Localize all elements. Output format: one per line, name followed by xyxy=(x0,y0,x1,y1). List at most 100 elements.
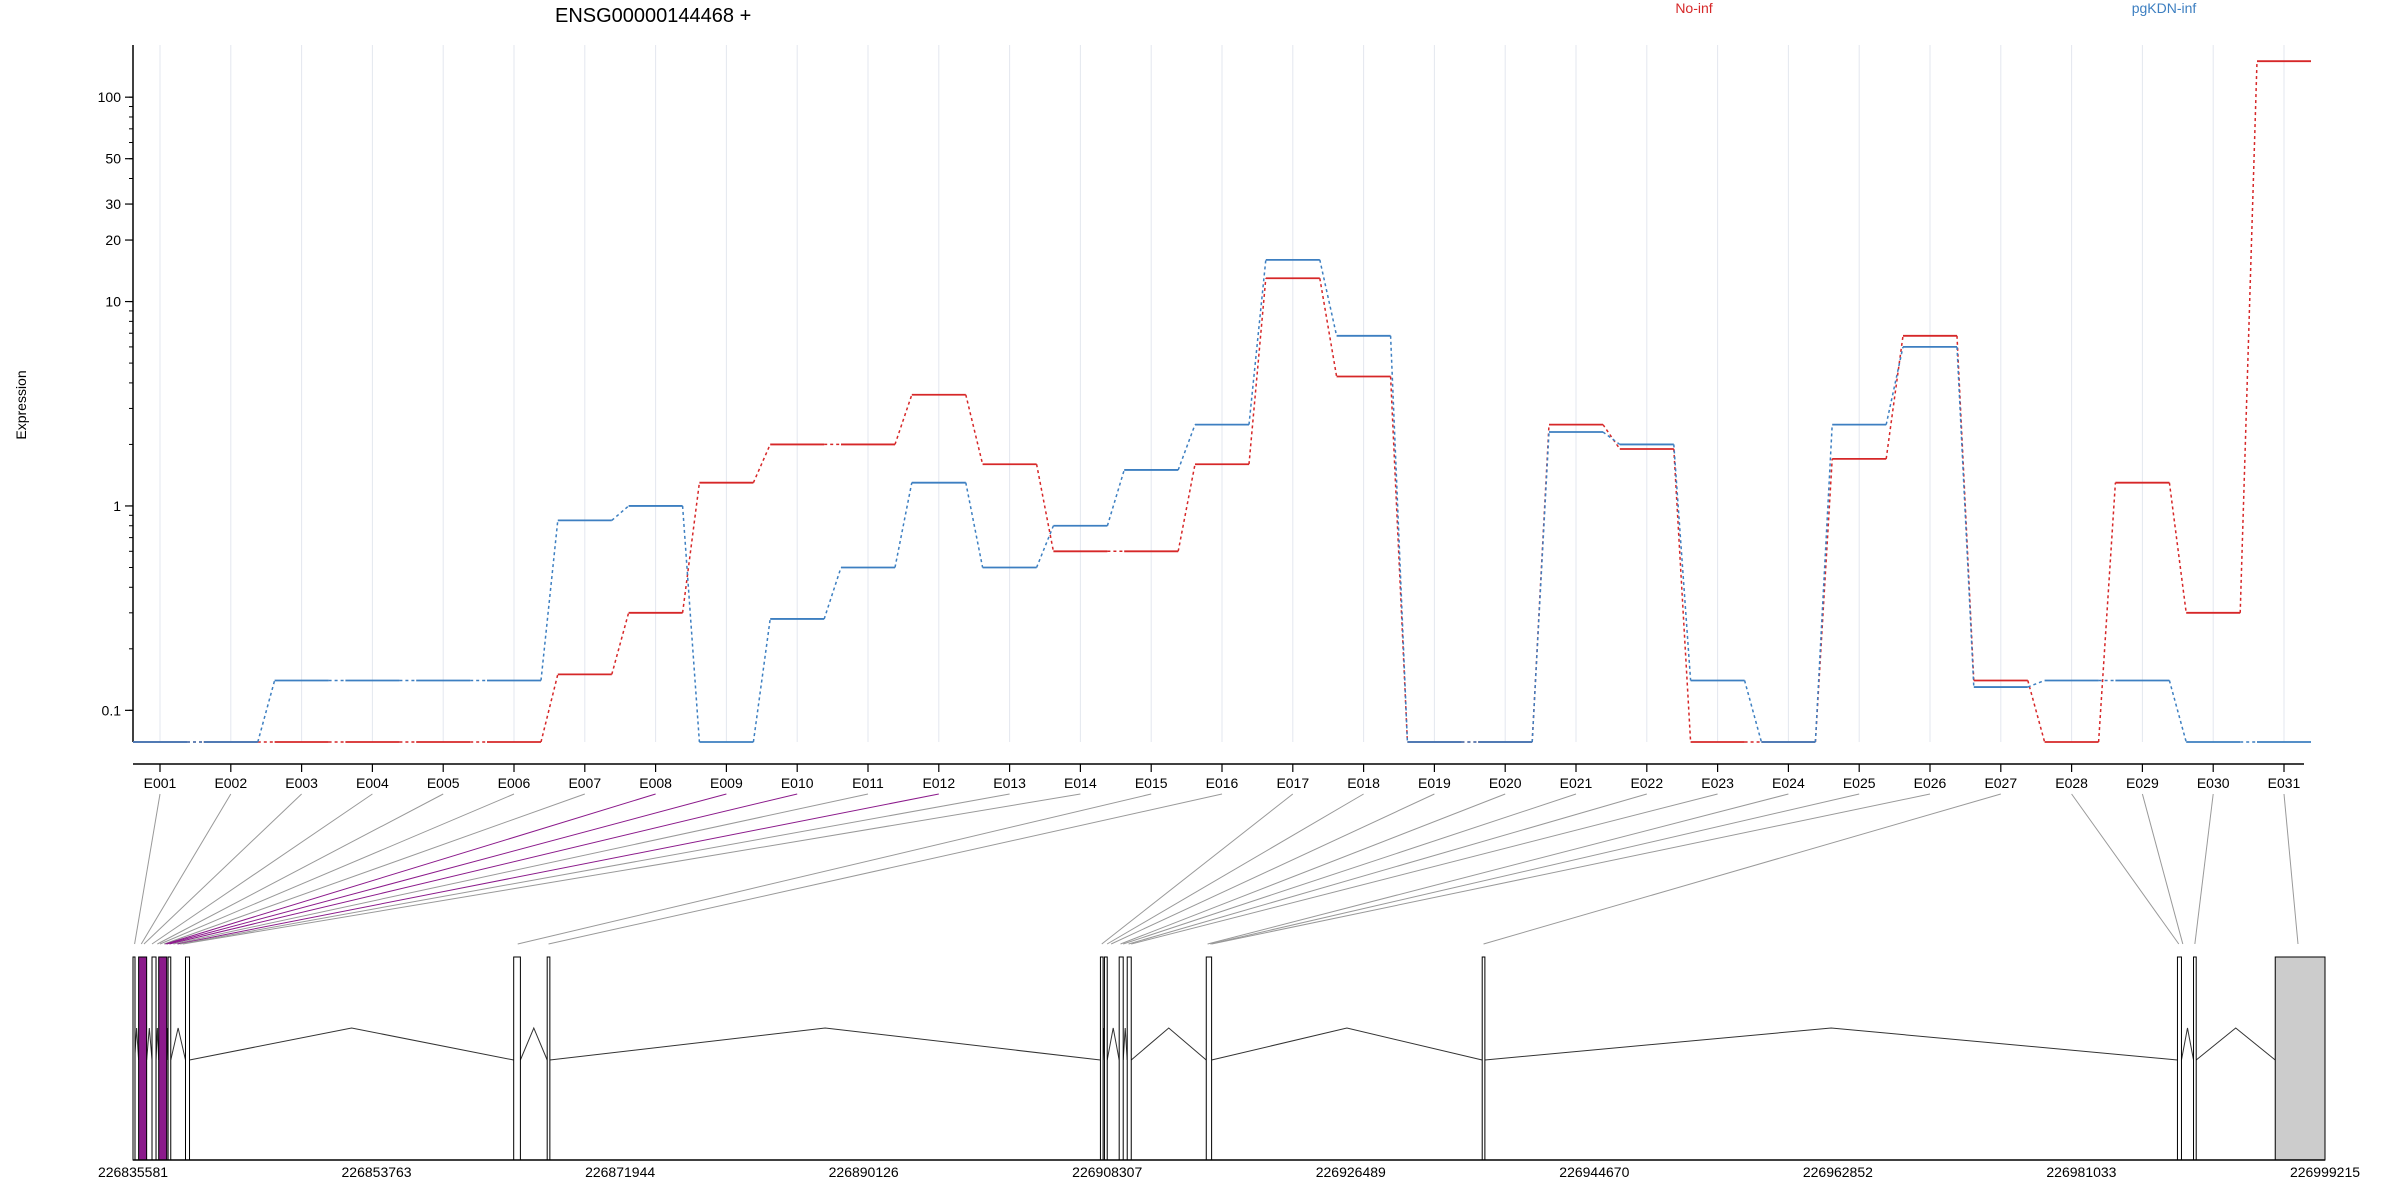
x-tick-label-e004: E004 xyxy=(356,775,389,791)
intron-line xyxy=(146,1027,153,1061)
y-axis-label: Expression xyxy=(13,370,29,439)
series-no-inf-connector xyxy=(681,482,701,613)
genome-axis-label: 226871944 xyxy=(585,1164,655,1180)
series-pgkdn-inf-connector xyxy=(1602,431,1621,446)
exon-box xyxy=(1103,956,1108,1161)
exon-box xyxy=(2193,956,2197,1161)
exon-link-e023 xyxy=(1131,793,1718,945)
intron-line xyxy=(549,1027,1101,1061)
series-no-inf-connector xyxy=(540,674,559,743)
exon-box xyxy=(158,956,168,1161)
exon-link-e006 xyxy=(159,793,515,945)
gene-model: 226835581 226853763 226871944 226890126 2269… xyxy=(98,956,2360,1180)
exon-link-e018 xyxy=(1106,793,1364,945)
genome-axis-label: 226981033 xyxy=(2046,1164,2116,1180)
exon-link-e024 xyxy=(1207,793,1789,945)
x-tick-label-e013: E013 xyxy=(993,775,1026,791)
series-pgkdn-inf-connector xyxy=(2168,680,2187,743)
x-tick-label-e019: E019 xyxy=(1418,775,1451,791)
series-no-inf-connector xyxy=(1602,424,1621,450)
x-tick-label-e003: E003 xyxy=(285,775,318,791)
x-tick-label-e030: E030 xyxy=(2197,775,2230,791)
exon-link-e002 xyxy=(140,793,232,945)
exon-link-e014 xyxy=(182,793,1081,945)
series-no-inf-connector xyxy=(611,612,630,675)
series-pgkdn-inf-connector xyxy=(1177,424,1196,471)
x-tick-label-e007: E007 xyxy=(568,775,601,791)
series-pgkdn-inf-connector xyxy=(257,680,276,743)
exon-box xyxy=(1118,956,1124,1161)
x-tick-label-e009: E009 xyxy=(710,775,743,791)
series-pgkdn-inf-connector xyxy=(752,618,771,743)
exon-box xyxy=(2176,956,2182,1161)
intron-line xyxy=(1106,1027,1120,1061)
exon-link-e021 xyxy=(1123,793,1577,945)
series-no-inf-connector xyxy=(965,394,984,465)
x-tick-label-e026: E026 xyxy=(1914,775,1947,791)
x-tick-label-e010: E010 xyxy=(781,775,814,791)
exon-link-e001 xyxy=(134,793,161,945)
genome-axis-label: 226908307 xyxy=(1072,1164,1142,1180)
y-tick-label: 20 xyxy=(105,232,121,248)
genome-axis-label: 226944670 xyxy=(1559,1164,1629,1180)
x-tick-label-e018: E018 xyxy=(1347,775,1380,791)
series-no-inf-connector xyxy=(1319,278,1338,377)
exon-link-e020 xyxy=(1120,793,1506,945)
exon-link-e008 xyxy=(165,793,656,945)
exon-link-e029 xyxy=(2141,793,2184,945)
exon-link-e017 xyxy=(1101,793,1294,945)
exon-link-e016 xyxy=(548,793,1223,945)
series-no-inf-connector xyxy=(2027,680,2046,743)
intron-line xyxy=(189,1027,514,1061)
x-tick-label-e021: E021 xyxy=(1560,775,1593,791)
series-pgkdn-inf-connector xyxy=(1248,259,1267,425)
series-no-inf-connector xyxy=(1035,464,1055,552)
series-pgkdn-inf-connector xyxy=(1814,424,1833,743)
series-pgkdn-inf-connector xyxy=(1743,680,1763,743)
intron-line xyxy=(519,1026,548,1061)
series-no-inf-connector xyxy=(1885,335,1904,459)
series-pgkdn-inf-connector xyxy=(1885,346,1904,425)
series-pgkdn-inf-connector xyxy=(965,482,984,568)
x-tick-label-e016: E016 xyxy=(1206,775,1239,791)
x-tick-label-e028: E028 xyxy=(2055,775,2088,791)
exon-box xyxy=(513,956,521,1161)
legend-entry-pgkdn-inf: pgKDN-inf xyxy=(2132,0,2197,16)
exon-link-e031 xyxy=(2283,793,2299,945)
x-tick-label-e002: E002 xyxy=(214,775,247,791)
genome-axis-label: 226853763 xyxy=(342,1164,412,1180)
exon-box xyxy=(184,956,191,1161)
exon-link-e027 xyxy=(1483,793,2001,945)
series-pgkdn-inf-connector xyxy=(611,505,630,521)
genome-axis-label: 226999215 xyxy=(2290,1164,2360,1180)
x-tick-label-e001: E001 xyxy=(144,775,177,791)
series-lines xyxy=(133,60,2311,743)
y-tick-label: 10 xyxy=(105,294,121,310)
intron-line xyxy=(1484,1027,2178,1061)
exon-link-e007 xyxy=(163,793,585,945)
exon-box xyxy=(138,956,148,1161)
genome-axis-label: 226890126 xyxy=(829,1164,899,1180)
series-pgkdn-inf-connector xyxy=(2027,679,2045,688)
series-pgkdn-inf-connector xyxy=(823,567,842,620)
exon-link-e009 xyxy=(166,793,727,945)
x-tick-label-e020: E020 xyxy=(1489,775,1522,791)
exon-link-e030 xyxy=(2194,793,2214,945)
y-tick-label: 100 xyxy=(98,89,122,105)
exon-box xyxy=(546,956,551,1161)
series-pgkdn-inf-connector xyxy=(540,520,559,681)
x-tick-label-e005: E005 xyxy=(427,775,460,791)
series-pgkdn-inf-connector xyxy=(1531,431,1550,743)
exon-link-e011 xyxy=(173,793,869,945)
series-pgkdn-inf-connector xyxy=(1389,335,1409,743)
series-no-inf-connector xyxy=(894,394,913,445)
x-tick-label-e006: E006 xyxy=(498,775,531,791)
exon-link-e012 xyxy=(177,793,939,945)
x-tick-label-e029: E029 xyxy=(2126,775,2159,791)
series-no-inf-connector xyxy=(1177,464,1196,552)
series-pgkdn-inf-connector xyxy=(681,505,701,743)
series-no-inf-connector xyxy=(2168,482,2187,613)
exon-link-e010 xyxy=(169,793,798,945)
exon-link-lines xyxy=(134,793,2299,945)
